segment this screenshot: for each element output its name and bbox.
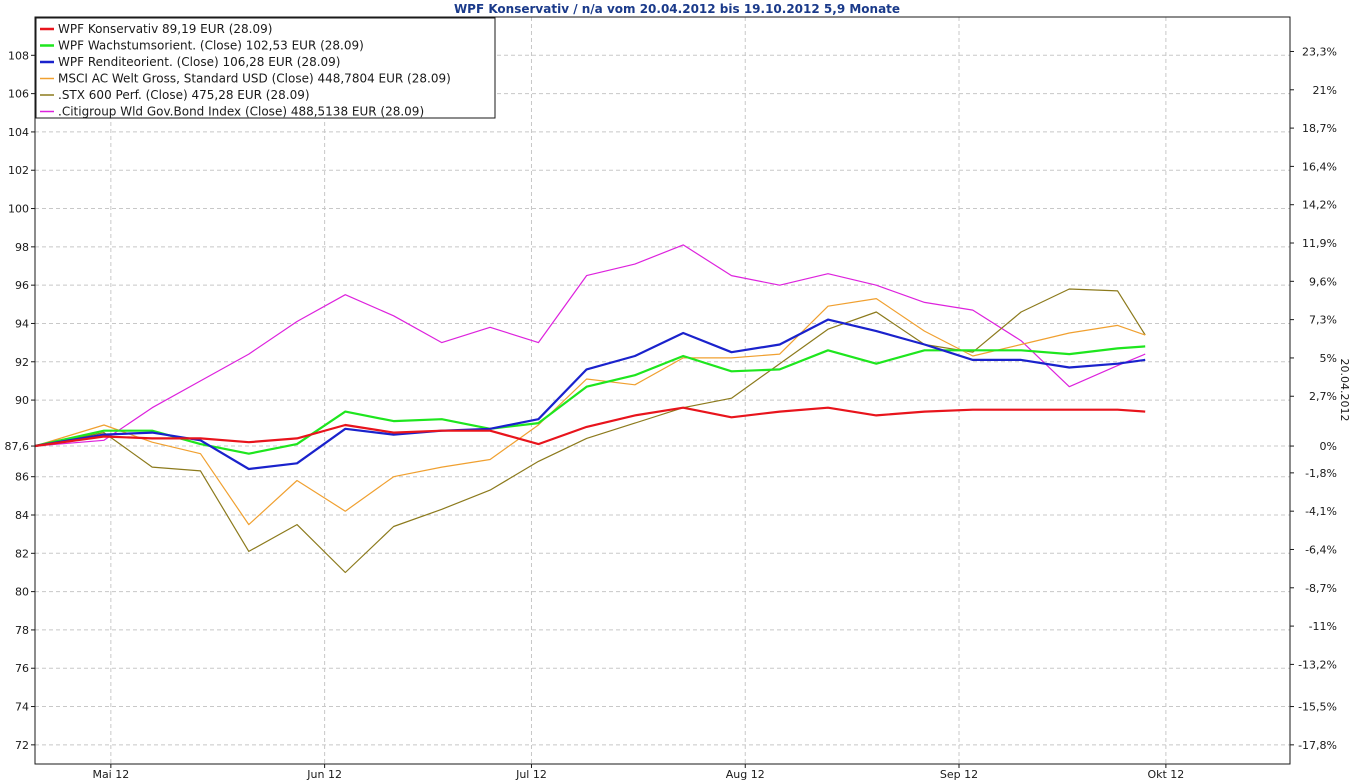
- y-tick-label: 84: [15, 509, 29, 522]
- right-tick-label: -11%: [1309, 620, 1337, 633]
- right-tick-label: 9,6%: [1309, 275, 1337, 288]
- right-tick-label: -1,8%: [1305, 467, 1337, 480]
- series-line-1: [34, 406, 1146, 448]
- legend-label: WPF Renditeorient. (Close) 106,28 EUR (2…: [58, 55, 340, 69]
- right-tick-label: -6,4%: [1305, 543, 1337, 556]
- y-tick-label: 87,6: [5, 440, 30, 453]
- legend: WPF Konservativ 89,19 EUR (28.09) WPF Wac…: [35, 17, 496, 119]
- y-tick-label: 100: [8, 203, 29, 216]
- legend-box: [35, 17, 496, 119]
- x-tick-label: Sep 12: [940, 768, 978, 781]
- x-tick-label: Aug 12: [726, 768, 765, 781]
- y-tick-label: 86: [15, 471, 29, 484]
- right-tick-label: 5%: [1320, 352, 1337, 365]
- right-axis-label: 20.04.2012: [1338, 359, 1351, 422]
- y-tick-label: 104: [8, 126, 29, 139]
- y-tick-label: 80: [15, 586, 29, 599]
- y-tick-label: 74: [15, 701, 29, 714]
- series-line-6: [34, 244, 1146, 447]
- chart-title: WPF Konservativ / n/a vom 20.04.2012 bis…: [454, 2, 900, 16]
- right-tick-label: 2,7%: [1309, 390, 1337, 403]
- plot-area: [35, 17, 1290, 764]
- legend-label: WPF Wachstumsorient. (Close) 102,53 EUR …: [58, 39, 364, 53]
- y-tick-label: 98: [15, 241, 29, 254]
- legend-label: .Citigroup Wld Gov.Bond Index (Close) 48…: [58, 105, 424, 119]
- right-tick-label: -15,5%: [1298, 701, 1337, 714]
- y-tick-label: 92: [15, 356, 29, 369]
- right-tick-label: 21%: [1313, 84, 1337, 97]
- right-tick-label: 11,9%: [1302, 237, 1337, 250]
- y-tick-label: 96: [15, 279, 29, 292]
- y-tick-label: 90: [15, 394, 29, 407]
- right-tick-label: 7,3%: [1309, 314, 1337, 327]
- tick-layer: 72 74 76 78 80 82 84 86 87,6 90 92 94 96 98 100 102 104 1…: [5, 45, 1338, 781]
- y-tick-label: 76: [15, 662, 29, 675]
- x-tick-label: Jun 12: [306, 768, 342, 781]
- y-tick-label: 106: [8, 88, 29, 101]
- right-tick-label: 23,3%: [1302, 45, 1337, 58]
- right-tick-label: -17,8%: [1298, 739, 1337, 752]
- y-tick-label: 102: [8, 164, 29, 177]
- right-tick-label: 14,2%: [1302, 199, 1337, 212]
- y-tick-label: 94: [15, 317, 29, 330]
- right-tick-label: 16,4%: [1302, 160, 1337, 173]
- legend-label: MSCI AC Welt Gross, Standard USD (Close)…: [58, 72, 451, 86]
- legend-label: .STX 600 Perf. (Close) 475,28 EUR (28.09…: [58, 88, 310, 102]
- plot-frame: [34, 16, 1291, 765]
- y-tick-label: 72: [15, 739, 29, 752]
- x-tick-label: Okt 12: [1147, 768, 1184, 781]
- grid-layer: [35, 17, 1290, 764]
- y-tick-label: 108: [8, 49, 29, 62]
- y-tick-label: 82: [15, 547, 29, 560]
- series-line-3: [34, 318, 1146, 471]
- right-tick-label: 0%: [1320, 440, 1337, 453]
- right-tick-label: -13,2%: [1298, 658, 1337, 671]
- x-tick-label: Jul 12: [515, 768, 547, 781]
- series-line-5: [34, 288, 1146, 574]
- series-line-2: [34, 345, 1146, 455]
- right-tick-label: -4,1%: [1305, 505, 1337, 518]
- right-tick-label: -8,7%: [1305, 582, 1337, 595]
- series-layer: [34, 244, 1146, 574]
- right-tick-label: 18,7%: [1302, 122, 1337, 135]
- legend-label: WPF Konservativ 89,19 EUR (28.09): [58, 22, 272, 36]
- y-tick-label: 78: [15, 624, 29, 637]
- x-tick-label: Mai 12: [92, 768, 129, 781]
